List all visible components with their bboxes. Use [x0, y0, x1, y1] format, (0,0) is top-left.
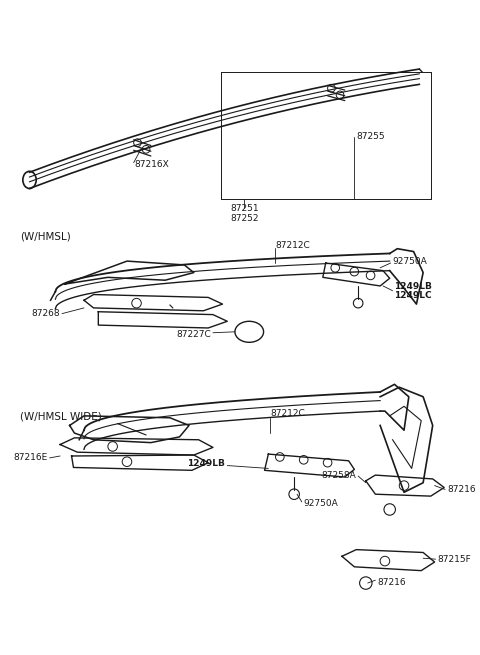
Text: 87212C: 87212C [275, 241, 310, 250]
Text: 87216E: 87216E [13, 453, 48, 462]
Text: (W/HMSL): (W/HMSL) [20, 231, 71, 242]
Text: 92750A: 92750A [304, 499, 338, 508]
Text: 87268: 87268 [32, 309, 60, 318]
Text: 87258A: 87258A [322, 470, 356, 479]
Text: 87216: 87216 [447, 485, 476, 494]
Text: 87215F: 87215F [437, 555, 471, 564]
Text: 87252: 87252 [230, 214, 259, 223]
Text: 87216X: 87216X [134, 160, 169, 169]
Text: 87255: 87255 [356, 132, 385, 141]
Text: 1249LB: 1249LB [395, 282, 432, 291]
Text: 1249LC: 1249LC [395, 291, 432, 300]
Text: 87216: 87216 [377, 578, 406, 587]
Text: 87212C: 87212C [270, 409, 305, 419]
Text: (W/HMSL WIDE): (W/HMSL WIDE) [20, 411, 102, 421]
Text: 87251: 87251 [230, 204, 259, 213]
Text: 87227C: 87227C [176, 330, 211, 339]
Text: 1249LB: 1249LB [188, 459, 226, 468]
Text: 92750A: 92750A [393, 257, 427, 266]
